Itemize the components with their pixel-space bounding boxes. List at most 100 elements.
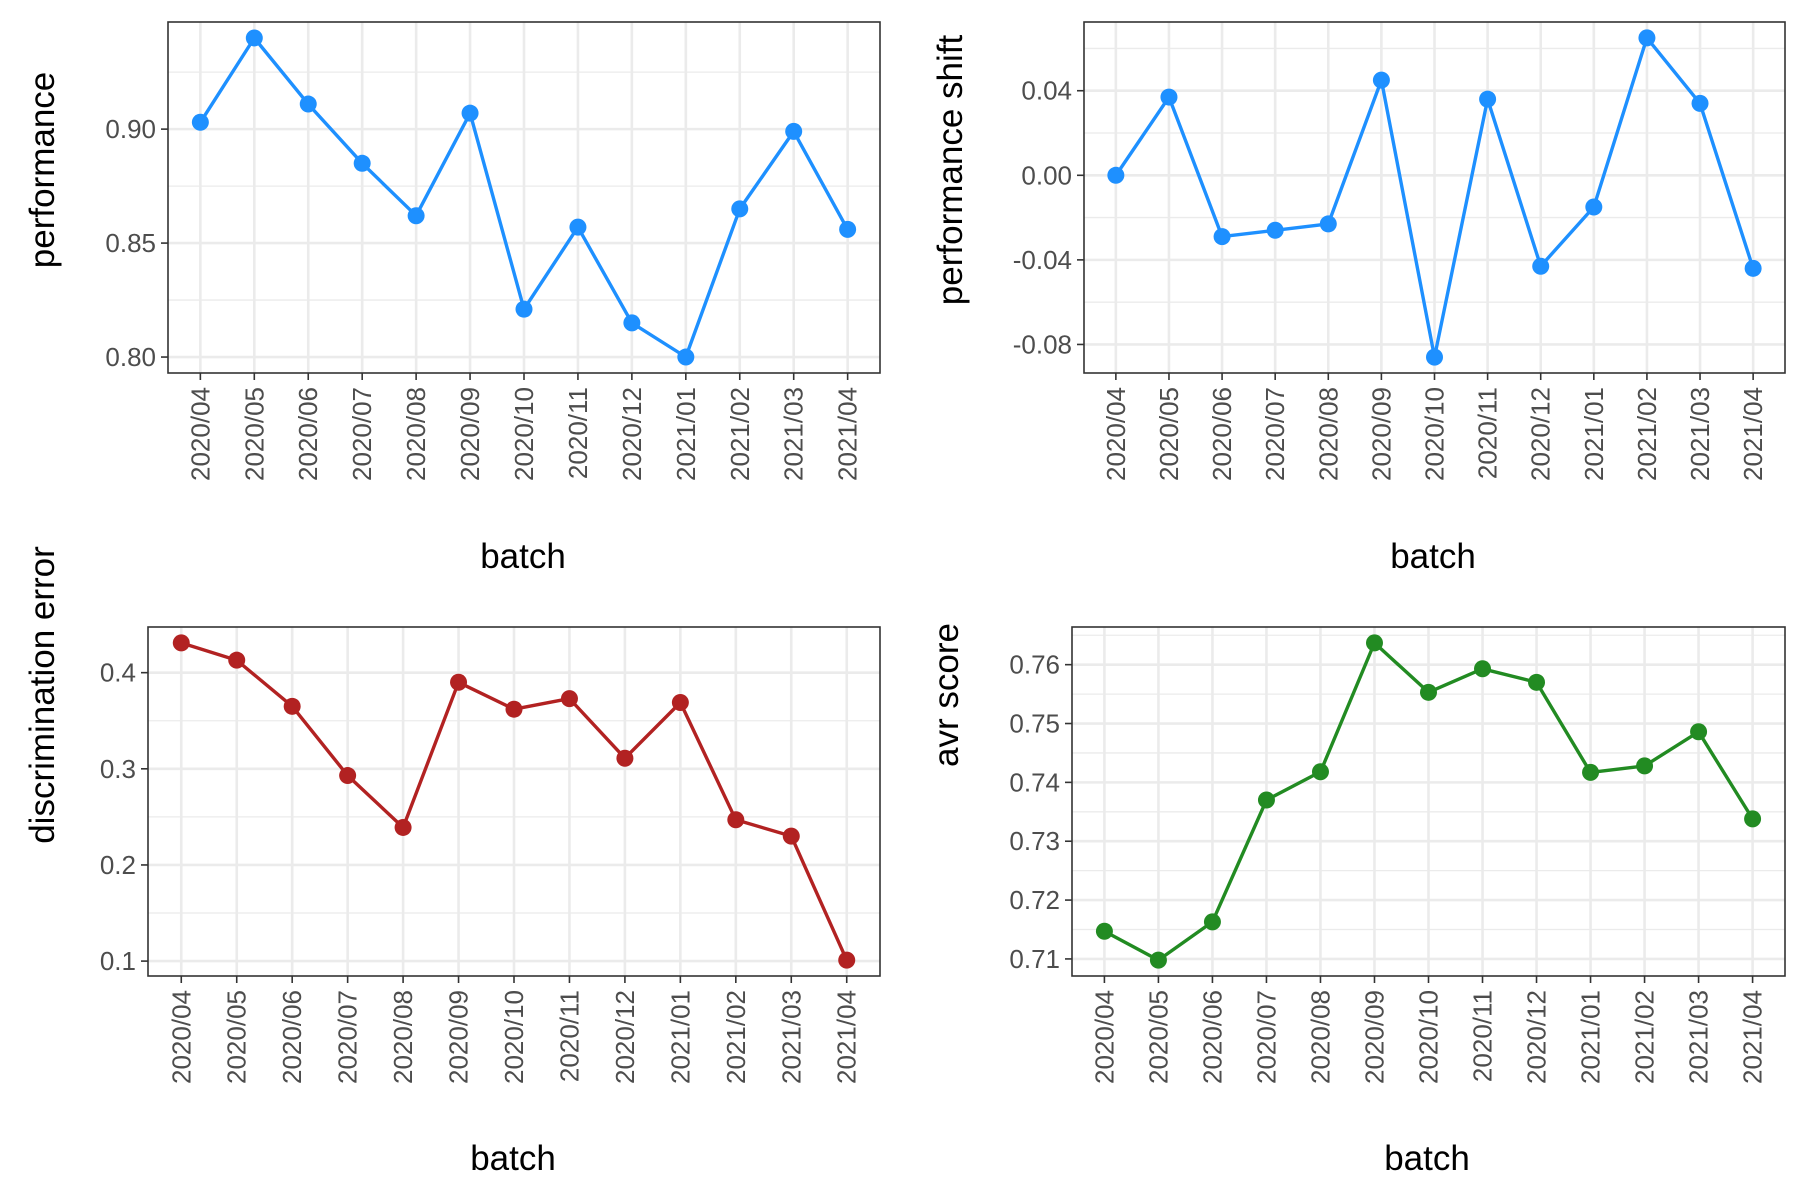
panel-performance: performance batch 0.80 0.85 0.90 2020/04 202… [23,21,881,576]
y-tick-label: 0.1 [100,946,136,976]
data-point [727,811,745,829]
x-tick-label: 2020/11 [563,387,593,479]
y-tick-label: 0.4 [100,658,136,688]
x-tick-label: 2021/04 [1738,387,1768,481]
data-point [569,218,587,236]
data-point [515,300,533,318]
y-tick-label: 0.76 [1009,650,1060,680]
x-tick-label: 2020/04 [166,990,196,1084]
y-tick-label: 0.90 [105,114,156,144]
data-point [1585,198,1603,216]
x-axis-title: batch [480,537,566,576]
data-point [283,697,301,715]
data-point [560,690,578,708]
x-tick-label: 2020/11 [1473,387,1503,479]
data-point [1319,215,1337,233]
data-point [838,951,856,969]
x-tick-label: 2020/04 [185,387,215,481]
x-tick-label: 2021/02 [721,990,751,1084]
x-tick-label: 2020/08 [388,990,418,1084]
y-axis-title: performance [23,72,62,268]
x-tick-label: 2021/02 [1630,990,1660,1084]
data-point [1266,221,1284,239]
x-tick-label: 2020/09 [455,387,485,481]
data-point [299,95,317,113]
data-point [1426,348,1443,366]
x-tick-label: 2020/08 [1306,990,1336,1084]
y-tick-label: 0.71 [1009,944,1060,974]
x-axis-title: batch [1390,537,1476,576]
data-point [461,104,479,122]
data-point [1582,763,1600,781]
x-axis-title: batch [1384,1139,1470,1178]
x-tick-label: 2020/05 [239,387,269,481]
data-point [731,200,749,218]
x-tick-label: 2020/09 [1360,990,1390,1084]
x-tick-label: 2020/06 [293,387,323,481]
data-point [1474,660,1492,678]
y-tick-label: 0.00 [1021,160,1072,190]
data-point [785,122,803,140]
x-tick-label: 2021/02 [1632,387,1662,481]
data-point [1479,90,1497,108]
x-tick-label: 2020/05 [1143,990,1173,1084]
x-tick-label: 2020/07 [333,990,363,1084]
data-point [1638,29,1656,47]
data-point [1691,94,1709,112]
y-tick-label: 0.04 [1021,76,1072,106]
x-tick-label: 2021/01 [1579,387,1609,481]
x-tick-label: 2020/07 [1252,990,1282,1084]
data-point [1372,71,1390,89]
y-tick-label: -0.08 [1013,329,1072,359]
x-axis-title: batch [470,1139,556,1178]
data-point [1744,810,1762,828]
x-tick-label: 2020/06 [1207,387,1237,481]
x-tick-label: 2020/07 [1260,387,1290,481]
y-tick-label: 0.80 [105,342,156,372]
data-point [1203,913,1221,931]
y-tick-label: 0.72 [1009,885,1060,915]
x-tick-label: 2020/11 [555,990,585,1082]
x-tick-label: 2020/06 [1197,990,1227,1084]
x-tick-label: 2020/04 [1089,990,1119,1084]
x-tick-label: 2021/04 [833,387,863,481]
data-point [1213,228,1231,246]
x-tick-label: 2020/12 [1522,990,1552,1084]
data-point [1107,166,1125,184]
x-tick-label: 2020/12 [1526,387,1556,481]
x-tick-label: 2021/01 [671,387,701,481]
panel-avr-score: avr score batch 0.71 0.72 0.73 0.74 0.75 0.76… [927,623,1786,1178]
x-tick-label: 2020/12 [617,387,647,481]
x-tick-label: 2020/10 [1414,990,1444,1084]
x-tick-label: 2021/03 [1684,990,1714,1084]
x-tick-label: 2021/03 [776,990,806,1084]
y-tick-label: 0.75 [1009,709,1060,739]
y-tick-label: -0.04 [1013,245,1072,275]
data-point [623,314,641,332]
data-point [505,700,523,718]
x-tick-label: 2020/07 [347,387,377,481]
data-point [1528,673,1546,691]
y-axis-title: discrimination error [23,546,62,844]
x-tick-label: 2021/01 [1576,990,1606,1084]
x-tick-label: 2020/05 [222,990,252,1084]
x-tick-label: 2020/05 [1154,387,1184,481]
data-point [407,207,425,225]
y-tick-label: 0.85 [105,228,156,258]
data-point [450,673,468,691]
data-point [1095,922,1113,940]
data-point [616,749,634,767]
y-tick-label: 0.2 [100,850,136,880]
data-point [1420,683,1437,701]
data-point [1257,791,1275,809]
y-tick-label: 0.74 [1009,767,1060,797]
x-tick-label: 2020/10 [499,990,529,1084]
x-tick-label: 2021/03 [1685,387,1715,481]
y-tick-label: 0.73 [1009,826,1060,856]
panel-performance-shift: performance shift batch -0.08 -0.04 0.00 0.… [931,21,1786,576]
data-point [245,29,263,47]
x-tick-label: 2020/04 [1101,387,1131,481]
data-point [228,651,246,669]
data-point [782,827,800,845]
